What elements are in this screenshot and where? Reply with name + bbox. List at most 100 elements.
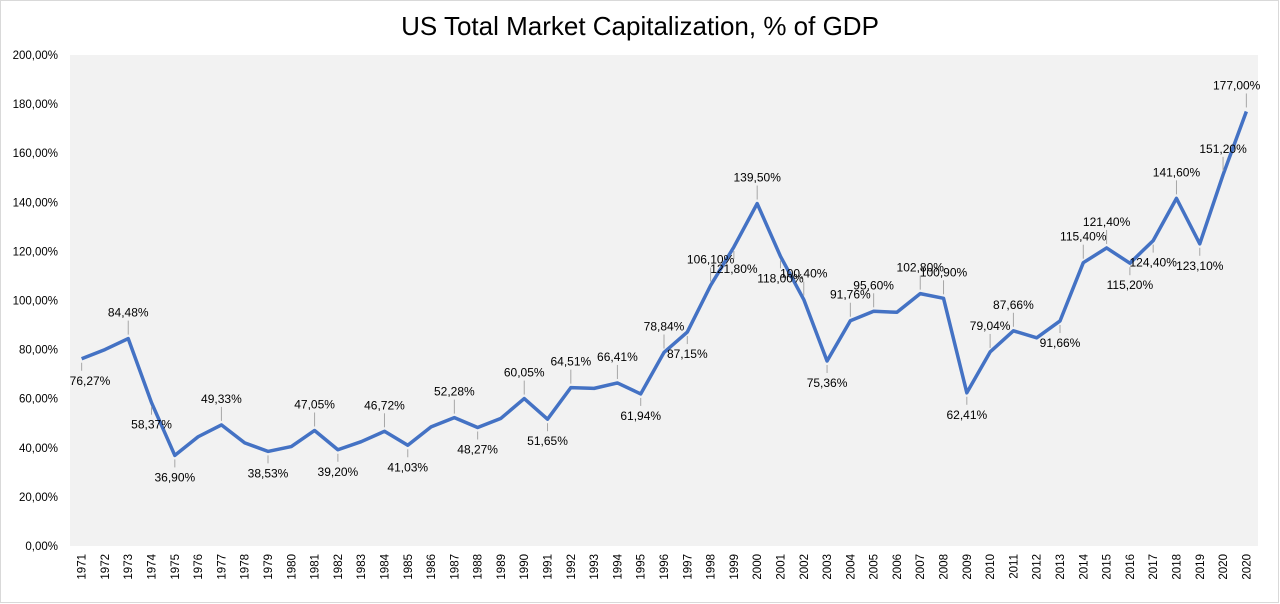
x-tick-label: 2019 <box>1195 554 1207 580</box>
x-tick-label: 2017 <box>1148 554 1160 580</box>
data-label: 48,27% <box>457 442 498 456</box>
y-tick-label: 200,00% <box>13 50 58 62</box>
x-tick-label: 1984 <box>379 553 391 579</box>
y-tick-label: 40,00% <box>19 443 58 455</box>
x-tick-label: 1980 <box>286 554 298 580</box>
x-tick-label: 1990 <box>519 554 531 580</box>
data-label: 49,33% <box>201 392 242 406</box>
data-label: 41,03% <box>387 460 428 474</box>
x-tick-label: 2015 <box>1102 554 1114 580</box>
x-tick-label: 2001 <box>775 554 787 580</box>
data-label: 46,72% <box>364 398 405 412</box>
chart-title: US Total Market Capitalization, % of GDP <box>401 11 879 41</box>
x-tick-label: 1987 <box>449 554 461 580</box>
x-tick-label: 2003 <box>822 554 834 580</box>
line-series <box>81 110 1248 458</box>
plot-area <box>70 55 1258 546</box>
x-tick-label: 1988 <box>473 554 485 580</box>
y-tick-label: 120,00% <box>13 246 58 258</box>
x-tick-label: 2007 <box>915 554 927 580</box>
data-label: 79,04% <box>970 319 1011 333</box>
data-label: 124,40% <box>1129 256 1177 270</box>
x-tick-label: 2005 <box>869 554 881 580</box>
y-tick-label: 140,00% <box>13 197 58 209</box>
x-tick-label: 2008 <box>939 554 951 580</box>
data-label: 91,66% <box>1040 336 1081 350</box>
x-tick-label: 1979 <box>263 554 275 580</box>
x-tick-label: 1996 <box>659 554 671 580</box>
y-tick-label: 20,00% <box>19 492 58 504</box>
x-tick-label: 1993 <box>589 554 601 580</box>
x-tick-label: 2014 <box>1078 553 1090 579</box>
x-tick-label: 1997 <box>682 554 694 580</box>
data-label: 58,37% <box>131 418 172 432</box>
x-tick-label: 2002 <box>799 554 811 580</box>
x-tick-label: 1995 <box>636 554 648 580</box>
data-label: 84,48% <box>108 306 149 320</box>
x-tick-label: 2011 <box>1008 554 1020 579</box>
x-tick-label: 1985 <box>403 554 415 580</box>
data-label: 100,40% <box>780 267 828 281</box>
data-label: 151,20% <box>1199 142 1247 156</box>
data-label: 121,80% <box>710 262 758 276</box>
data-label: 141,60% <box>1153 165 1201 179</box>
x-tick-label: 1976 <box>193 554 205 580</box>
data-label: 51,65% <box>527 434 568 448</box>
x-tick-label: 1989 <box>496 554 508 580</box>
x-tick-label: 2020 <box>1218 554 1230 580</box>
x-tick-label: 1977 <box>216 554 228 580</box>
y-tick-label: 0,00% <box>25 541 58 553</box>
x-tick-label: 1983 <box>356 554 368 580</box>
x-tick-label: 2016 <box>1125 554 1137 580</box>
data-label: 177,00% <box>1213 78 1261 92</box>
x-tick-label: 2004 <box>845 553 857 579</box>
x-tick-label: 2018 <box>1171 554 1183 580</box>
x-tick-label: 2020 <box>1241 554 1253 580</box>
x-tick-label: 1973 <box>123 554 135 580</box>
data-label: 115,20% <box>1107 278 1154 292</box>
x-tick-label: 1994 <box>612 553 624 579</box>
x-tick-label: 1971 <box>77 554 89 580</box>
y-tick-label: 160,00% <box>13 148 58 160</box>
data-label: 66,41% <box>597 350 638 364</box>
x-tick-label: 1974 <box>147 553 159 579</box>
x-tick-label: 1978 <box>240 554 252 580</box>
data-label: 91,76% <box>830 288 871 302</box>
x-tick-label: 1986 <box>426 554 438 580</box>
data-label: 139,50% <box>733 171 781 185</box>
y-tick-label: 180,00% <box>13 99 58 111</box>
data-label: 52,28% <box>434 385 475 399</box>
data-label: 118,00% <box>757 271 804 285</box>
x-tick-label: 1999 <box>729 554 741 580</box>
data-label: 121,40% <box>1083 215 1131 229</box>
data-label: 102,80% <box>897 261 945 275</box>
data-label: 87,66% <box>993 298 1034 312</box>
data-label: 76,27% <box>70 374 111 388</box>
data-label: 75,36% <box>807 376 848 390</box>
x-tick-label: 1975 <box>170 554 182 580</box>
y-tick-label: 100,00% <box>13 296 58 308</box>
x-tick-label: 1992 <box>566 554 578 580</box>
data-label: 106,10% <box>687 253 735 267</box>
data-label: 64,51% <box>550 355 591 369</box>
x-tick-label: 1982 <box>333 554 345 580</box>
data-label: 60,05% <box>504 366 545 380</box>
data-label: 61,94% <box>620 409 661 423</box>
y-tick-label: 60,00% <box>19 394 58 406</box>
x-tick-label: 2012 <box>1032 554 1044 580</box>
y-tick-label: 80,00% <box>19 345 58 357</box>
x-tick-label: 1991 <box>543 554 555 580</box>
x-tick-label: 2006 <box>892 554 904 580</box>
data-label: 38,53% <box>248 466 289 480</box>
data-label: 115,40% <box>1060 230 1107 244</box>
x-tick-label: 2010 <box>985 554 997 580</box>
data-label: 95,60% <box>853 278 894 292</box>
data-label: 39,20% <box>318 465 359 479</box>
x-tick-label: 2013 <box>1055 554 1067 580</box>
x-tick-label: 1972 <box>100 554 112 580</box>
data-label: 62,41% <box>946 408 987 422</box>
x-tick-label: 1981 <box>310 554 322 580</box>
data-label: 36,90% <box>154 470 195 484</box>
x-tick-label: 2000 <box>752 554 764 580</box>
